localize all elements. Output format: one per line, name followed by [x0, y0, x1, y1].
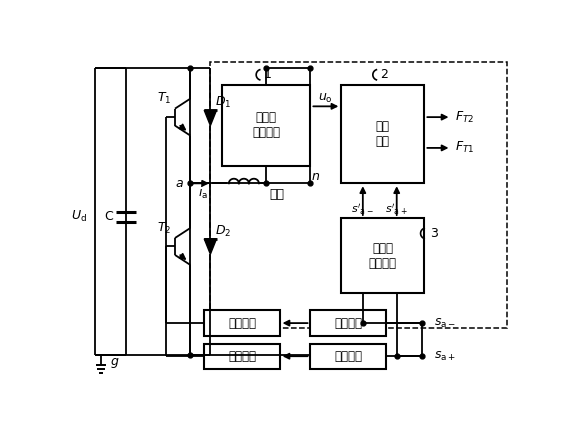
Text: 隔离电路: 隔离电路 [334, 350, 362, 363]
Text: 电路: 电路 [376, 135, 390, 148]
Text: $u_{\rm o}$: $u_{\rm o}$ [319, 92, 333, 105]
Text: $T_2$: $T_2$ [157, 220, 171, 236]
Text: 光耦电路: 光耦电路 [252, 126, 280, 139]
Text: 检测用: 检测用 [256, 111, 277, 124]
Text: C: C [104, 210, 113, 223]
Bar [342, 85, 424, 184]
Bar [342, 218, 424, 294]
Text: $T_1$: $T_1$ [157, 91, 171, 106]
Text: a: a [176, 177, 183, 190]
Text: n: n [312, 170, 320, 183]
Text: 1: 1 [264, 68, 271, 81]
Text: $s_{\rm a-}$: $s_{\rm a-}$ [434, 316, 455, 329]
Text: $F_{T1}$: $F_{T1}$ [455, 140, 474, 156]
Text: $s'_{\rm a+}$: $s'_{\rm a+}$ [385, 202, 408, 217]
Text: g: g [111, 355, 119, 368]
Text: 驱动电路: 驱动电路 [228, 350, 256, 363]
Bar [204, 343, 279, 369]
Text: 上升沿: 上升沿 [373, 242, 393, 254]
Text: 延时电路: 延时电路 [369, 257, 397, 270]
Text: 隔离电路: 隔离电路 [334, 316, 362, 329]
Text: $i_{\rm a}$: $i_{\rm a}$ [198, 185, 209, 201]
Text: $F_{T2}$: $F_{T2}$ [455, 110, 474, 125]
Text: 3: 3 [430, 227, 438, 240]
Bar [310, 343, 386, 369]
Polygon shape [204, 239, 217, 254]
Text: $D_1$: $D_1$ [214, 95, 231, 110]
Bar [310, 310, 386, 336]
Bar [210, 62, 507, 328]
Text: $s_{\rm a+}$: $s_{\rm a+}$ [434, 350, 455, 363]
Text: 驱动电路: 驱动电路 [228, 316, 256, 329]
Text: $U_{\rm d}$: $U_{\rm d}$ [71, 209, 87, 224]
Text: $D_2$: $D_2$ [214, 224, 231, 239]
Polygon shape [204, 110, 217, 125]
Text: 逻辑: 逻辑 [376, 120, 390, 133]
Text: $s'_{\rm a-}$: $s'_{\rm a-}$ [351, 202, 374, 217]
Text: 2: 2 [381, 68, 388, 81]
Bar [222, 85, 310, 166]
Bar [204, 310, 279, 336]
Text: 负载: 负载 [269, 187, 284, 201]
